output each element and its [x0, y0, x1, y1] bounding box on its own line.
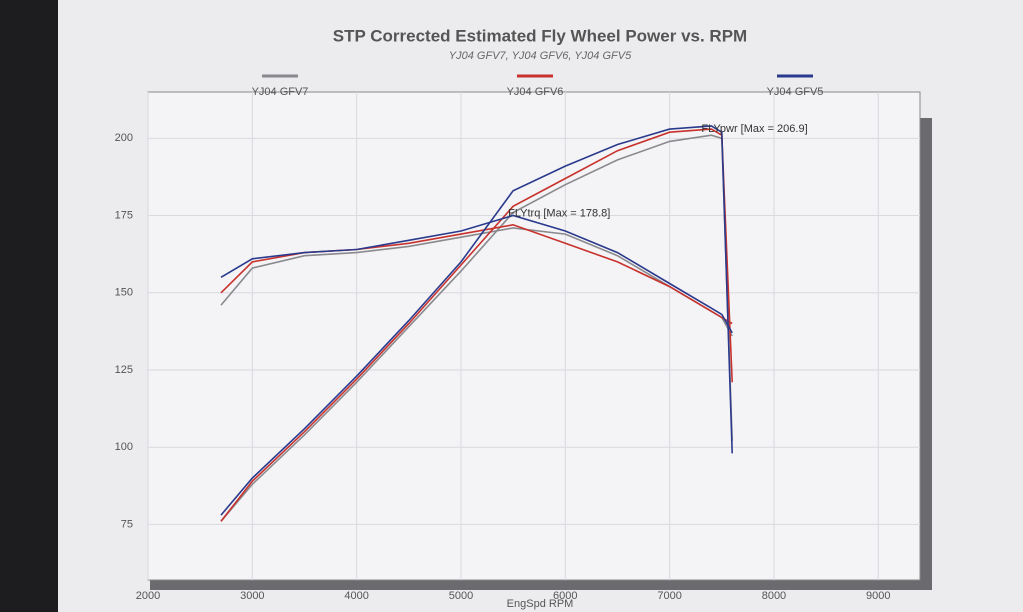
x-tick-label: 5000	[449, 590, 473, 602]
x-tick-label: 4000	[344, 590, 368, 602]
x-tick-label: 3000	[240, 590, 264, 602]
torque-line	[220, 214, 733, 334]
y-tick-label: 150	[115, 287, 133, 299]
legend-label: YJ04 GFV6	[507, 86, 564, 98]
x-axis-label: EngSpd RPM	[507, 598, 574, 610]
x-tick-label: 9000	[866, 590, 890, 602]
chart-subtitle: YJ04 GFV7, YJ04 GFV6, YJ04 GFV5	[449, 50, 632, 62]
legend-label: YJ04 GFV5	[767, 86, 824, 98]
y-tick-label: 125	[115, 364, 133, 376]
y-tick-label: 75	[121, 518, 133, 530]
power-line	[220, 125, 733, 516]
power-line	[220, 128, 733, 522]
x-tick-label: 6000	[553, 590, 577, 602]
shadow	[150, 580, 932, 590]
legend-label: YJ04 GFV7	[252, 86, 309, 98]
y-tick-label: 100	[115, 441, 133, 453]
annotation: FLYtrq [Max = 178.8]	[508, 207, 610, 219]
annotation: FLYpwr [Max = 206.9]	[701, 123, 807, 135]
y-tick-label: 200	[115, 132, 133, 144]
y-tick-label: 175	[115, 209, 133, 221]
shadow	[920, 118, 932, 588]
x-tick-label: 8000	[762, 590, 786, 602]
x-tick-label: 7000	[657, 590, 681, 602]
plot-area	[147, 91, 921, 581]
chart-title: STP Corrected Estimated Fly Wheel Power …	[333, 26, 747, 45]
x-tick-label: 2000	[136, 590, 160, 602]
power-line	[220, 134, 733, 522]
